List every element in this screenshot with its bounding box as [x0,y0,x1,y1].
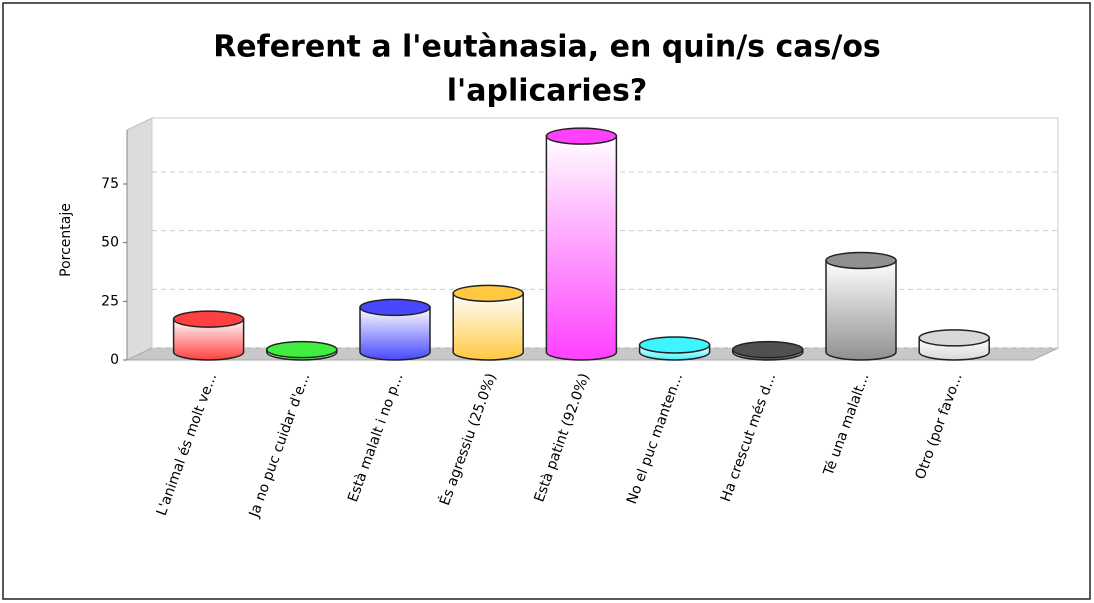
cylinder-top [452,284,524,303]
cylinder-top [638,336,711,354]
y-tick-label: 25 [101,293,119,309]
y-tick-label: 50 [101,235,119,251]
cylinder-top [545,127,618,145]
y-axis-label: Porcentaje [58,203,74,277]
cylinder-body [359,306,431,361]
cylinder-top [918,329,990,347]
y-tick-label: 75 [101,176,119,192]
cylinder-body [172,318,245,361]
cylinder-body [452,292,524,361]
cylinder-top [172,310,245,328]
cylinder-top [825,251,897,270]
cylinder-body [545,135,618,361]
chart-title: l'aplicaries? [447,74,647,109]
y-tick-label: 0 [110,352,119,368]
chart-title: Referent a l'eutànasia, en quin/s cas/os [213,30,881,65]
cylinder-top [732,340,804,359]
cylinder-body [825,259,897,361]
cylinder-top [266,340,338,359]
cylinder-top [359,298,431,317]
side-wall [126,117,153,361]
